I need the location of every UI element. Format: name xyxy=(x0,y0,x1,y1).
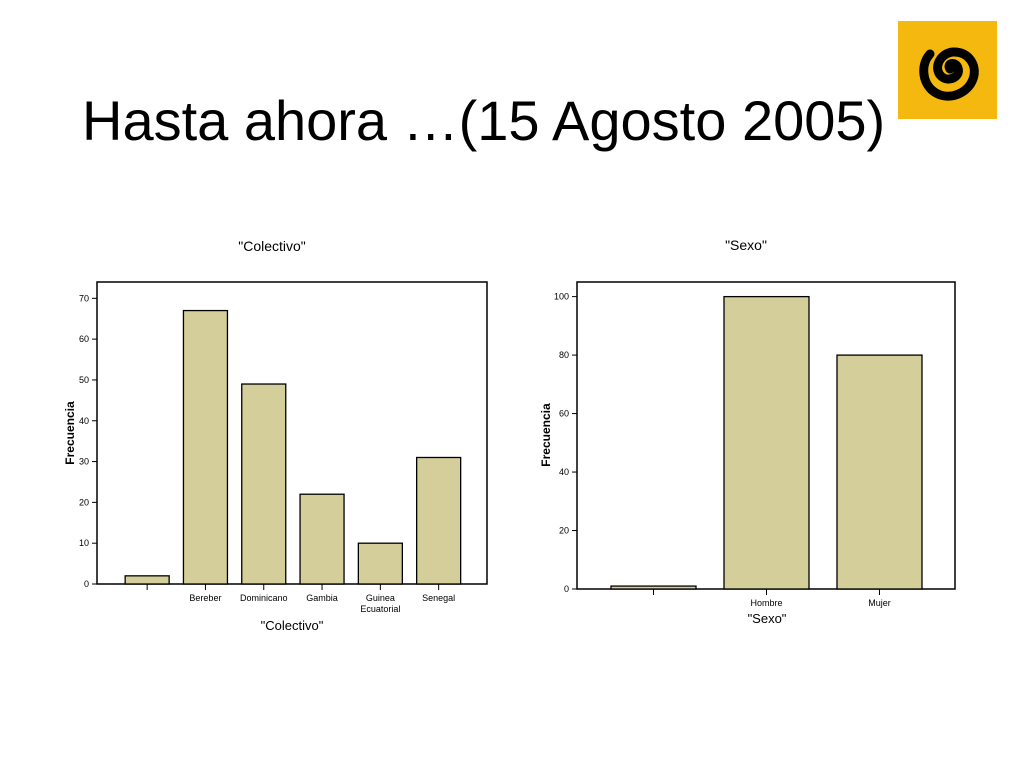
bar xyxy=(182,309,229,585)
y-tick-label: 60 xyxy=(559,409,569,419)
x-tick-label: Ecuatorial xyxy=(360,604,400,614)
logo-spiral xyxy=(919,47,979,101)
y-tick-label: 0 xyxy=(84,579,89,589)
chart-title: "Colectivo" xyxy=(238,238,306,254)
y-tick-label: 10 xyxy=(79,538,89,548)
y-tick-label: 20 xyxy=(559,526,569,536)
bar xyxy=(241,383,287,585)
y-tick-label: 60 xyxy=(79,334,89,344)
y-tick-label: 70 xyxy=(79,293,89,303)
slide-title: Hasta ahora …(15 Agosto 2005) xyxy=(82,89,886,152)
bar xyxy=(836,354,923,590)
x-tick-label: Senegal xyxy=(422,593,455,603)
y-axis-label: Frecuencia xyxy=(539,403,553,467)
bar xyxy=(610,585,697,590)
x-tick-label: Bereber xyxy=(189,593,221,603)
y-tick-label: 0 xyxy=(564,584,569,594)
plot-frame xyxy=(96,281,488,585)
chart-title: "Sexo" xyxy=(725,237,767,253)
x-axis-label: "Colectivo" xyxy=(261,618,324,633)
x-tick-label: Mujer xyxy=(868,598,891,608)
y-tick-label: 30 xyxy=(79,457,89,467)
bar xyxy=(723,295,810,590)
y-tick-label: 80 xyxy=(559,350,569,360)
y-tick-label: 20 xyxy=(79,497,89,507)
x-tick-label: Hombre xyxy=(750,598,782,608)
y-tick-label: 40 xyxy=(79,416,89,426)
y-tick-label: 50 xyxy=(79,375,89,385)
x-tick-label: Dominicano xyxy=(240,593,288,603)
y-tick-label: 40 xyxy=(559,467,569,477)
x-tick-label: Guinea xyxy=(366,593,395,603)
y-tick-label: 100 xyxy=(554,292,569,302)
spiral-logo-icon xyxy=(898,21,997,119)
x-axis-label: "Sexo" xyxy=(748,611,787,626)
x-tick-label: Gambia xyxy=(306,593,338,603)
y-axis-label: Frecuencia xyxy=(63,401,77,465)
